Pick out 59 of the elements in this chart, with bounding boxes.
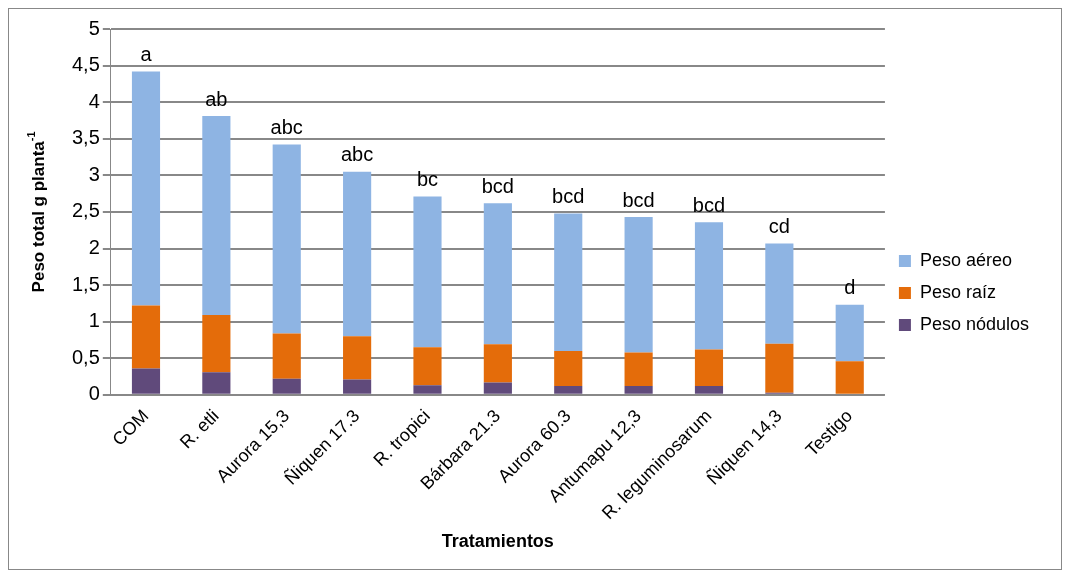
bar [694,349,724,387]
bar [554,386,583,394]
y-tick-label: 1,5 [71,272,100,295]
x-axis-title: Tratamientos [441,531,554,552]
bar [624,386,653,394]
y-tick-label: 5 [88,16,100,39]
annotation: bcd [552,184,585,207]
bar [624,352,653,387]
bar [765,243,794,344]
annotation: ab [205,87,228,110]
bar [272,144,301,334]
bar [554,213,583,351]
bar [343,379,372,394]
annotation: d [844,276,856,299]
y-tick-label: 3 [88,162,100,185]
bar [413,385,442,394]
bar [765,343,794,393]
y-tick-label: 4,5 [71,53,100,76]
annotation: abc [270,116,303,139]
annotation: bcd [622,188,655,211]
y-axis-title: Peso total g planta-1 [25,131,48,293]
y-tick-label: 0 [88,382,100,405]
bar [202,315,231,373]
bar [131,305,161,369]
annotation: bcd [481,174,514,197]
annotation: cd [768,214,790,237]
legend-label: Peso aéreo [919,249,1012,270]
y-tick-label: 2,5 [71,199,100,222]
bar [413,196,442,348]
legend-label: Peso nódulos [919,313,1030,334]
bar [343,171,372,337]
bar [202,372,231,394]
x-tick-label: R. etli [176,405,223,453]
bar [483,382,512,394]
bar [624,217,653,353]
bar [835,361,864,394]
bar [413,347,442,386]
y-tick-label: 0,5 [71,345,100,368]
y-tick-label: 1 [88,309,100,332]
y-tick-label: 3,5 [71,126,100,149]
bar [694,222,724,350]
annotation: bc [416,168,439,191]
y-tick-label: 2 [88,236,100,259]
annotation: bcd [692,193,726,216]
bar [131,368,161,394]
legend-label: Peso raíz [919,281,996,302]
bar [554,350,583,387]
bar [272,378,301,394]
bar [343,336,372,380]
bar [835,304,864,362]
y-tick-label: 4 [88,89,100,112]
annotation: abc [340,143,374,166]
bar [131,71,161,306]
bar [694,386,724,394]
annotation: a [140,42,153,65]
bar [483,344,512,383]
bar [202,116,231,316]
bar [483,203,512,345]
bar [272,333,301,379]
